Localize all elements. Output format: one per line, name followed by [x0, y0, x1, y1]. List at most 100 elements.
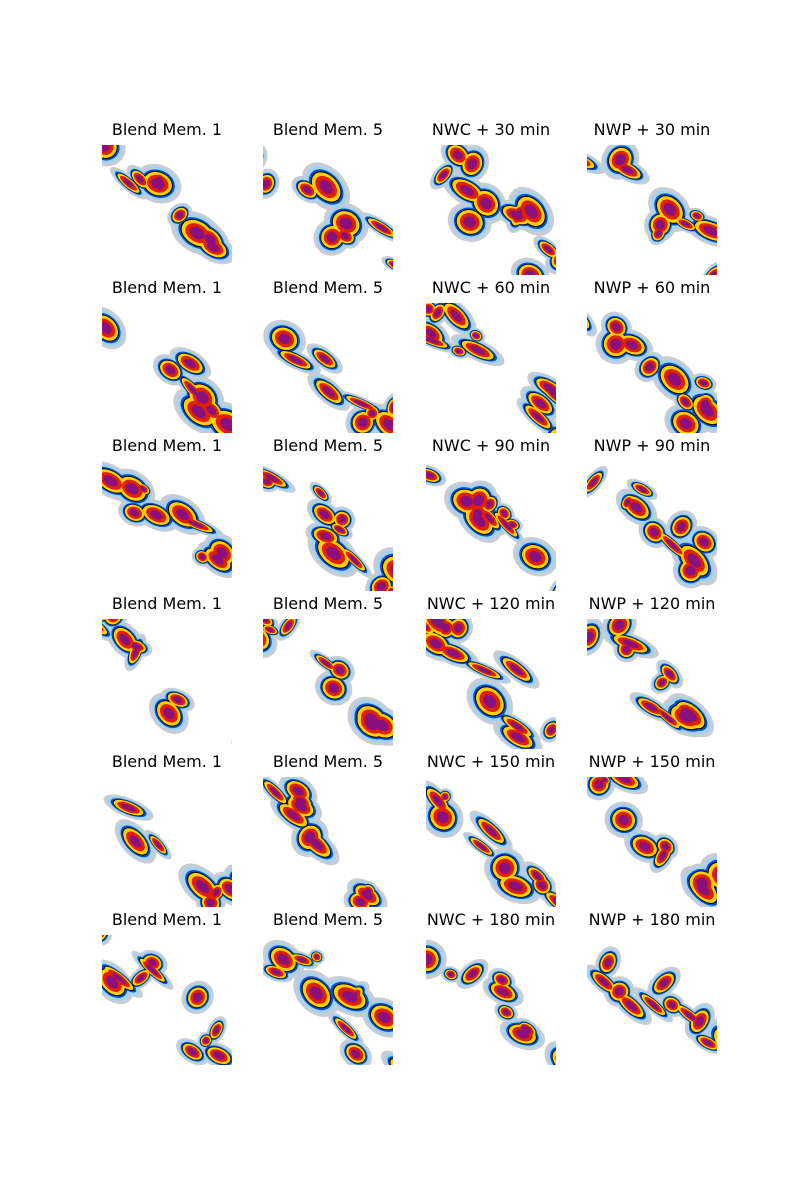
precip-panel	[587, 465, 717, 589]
extreme-rain	[473, 494, 484, 506]
extreme-rain	[470, 345, 486, 355]
heavy-rain	[713, 1028, 742, 1058]
heavy-rain	[426, 619, 427, 636]
extreme-rain	[649, 527, 659, 537]
extreme-rain	[265, 473, 279, 483]
extreme-rain	[476, 666, 492, 675]
extreme-rain	[309, 986, 323, 1000]
precip-panel	[103, 794, 251, 907]
extreme-rain	[191, 404, 206, 419]
extreme-rain	[140, 486, 146, 492]
extreme-rain	[695, 1016, 705, 1027]
extreme-rain	[129, 508, 140, 517]
panel-title: Blend Mem. 5	[273, 752, 383, 771]
extreme-rain	[708, 271, 717, 275]
extreme-rain	[612, 322, 621, 332]
light-rain	[384, 1053, 393, 1065]
extreme-rain	[176, 508, 190, 521]
extreme-rain	[587, 631, 594, 643]
extreme-rain	[93, 281, 106, 294]
extreme-rain	[365, 888, 372, 895]
moderate-rain	[387, 1056, 393, 1065]
extreme-rain	[271, 969, 281, 976]
extreme-rain	[571, 310, 585, 324]
extreme-rain	[719, 1034, 737, 1052]
extreme-rain	[216, 547, 228, 559]
extreme-rain	[534, 398, 546, 409]
extreme-rain	[121, 803, 136, 812]
light-rain	[544, 1041, 556, 1065]
extreme-rain	[321, 659, 331, 667]
extreme-rain	[137, 974, 146, 982]
panel-title: Blend Mem. 1	[112, 910, 222, 929]
extreme-rain	[460, 495, 473, 507]
extreme-rain	[638, 841, 651, 852]
extreme-rain	[442, 794, 448, 799]
extreme-rain	[129, 835, 142, 848]
extreme-rain	[187, 1047, 197, 1056]
precip-panel	[102, 935, 232, 1065]
light-rain	[380, 1050, 393, 1065]
extreme-rain	[472, 514, 486, 527]
extreme-rain	[484, 513, 495, 523]
extreme-rain	[102, 322, 112, 335]
extreme-rain	[132, 647, 139, 658]
panel-title: Blend Mem. 5	[273, 436, 383, 455]
extreme-rain	[154, 840, 162, 849]
extreme-rain	[555, 587, 565, 600]
extreme-rain	[328, 683, 339, 694]
extreme-rain	[533, 871, 542, 881]
extreme-rain	[618, 814, 630, 826]
extreme-rain	[206, 898, 215, 907]
extreme-rain	[292, 786, 304, 796]
precip-panel	[102, 619, 255, 752]
extreme-rain	[165, 365, 176, 375]
extreme-rain	[666, 539, 679, 551]
extreme-rain	[278, 333, 291, 345]
heavy-rain	[244, 149, 262, 168]
extreme-rain	[106, 975, 119, 989]
extreme-rain	[624, 499, 631, 506]
extreme-rain	[348, 554, 360, 565]
extreme-rain	[347, 992, 358, 1001]
extreme-rain	[302, 185, 312, 194]
extreme-rain	[473, 333, 479, 338]
extreme-rain	[304, 831, 316, 843]
heavy-rain	[89, 277, 110, 298]
heavy-rain	[236, 733, 251, 748]
extreme-rain	[369, 410, 376, 417]
extreme-rain	[617, 777, 631, 784]
extreme-rain	[694, 213, 701, 219]
extreme-rain	[112, 972, 126, 984]
extreme-rain	[125, 483, 139, 495]
contour	[240, 145, 266, 172]
extreme-rain	[484, 825, 498, 837]
precip-panel	[426, 303, 556, 433]
light-rain	[587, 303, 595, 334]
extreme-rain	[668, 1001, 676, 1009]
extreme-rain	[335, 666, 345, 675]
contour	[426, 619, 428, 637]
contour	[233, 730, 255, 752]
extreme-rain	[378, 1011, 391, 1024]
extreme-rain	[621, 165, 634, 175]
precip-panel	[587, 946, 742, 1065]
extreme-rain	[204, 234, 216, 246]
extreme-rain	[681, 221, 691, 227]
panel-title: Blend Mem. 1	[112, 594, 222, 613]
extreme-rain	[683, 708, 698, 722]
extreme-rain	[432, 794, 443, 807]
extreme-rain	[531, 411, 544, 423]
heavy-rain	[233, 731, 253, 751]
panel-title: Blend Mem. 5	[273, 120, 383, 139]
extreme-rain	[483, 694, 497, 709]
extreme-rain	[659, 850, 667, 861]
extreme-rain	[247, 153, 259, 165]
light-rain	[231, 728, 232, 749]
extreme-rain	[236, 877, 251, 893]
heavy-rain	[241, 146, 265, 172]
extreme-rain	[390, 262, 393, 268]
extreme-rain	[685, 565, 696, 576]
extreme-rain	[326, 231, 338, 243]
